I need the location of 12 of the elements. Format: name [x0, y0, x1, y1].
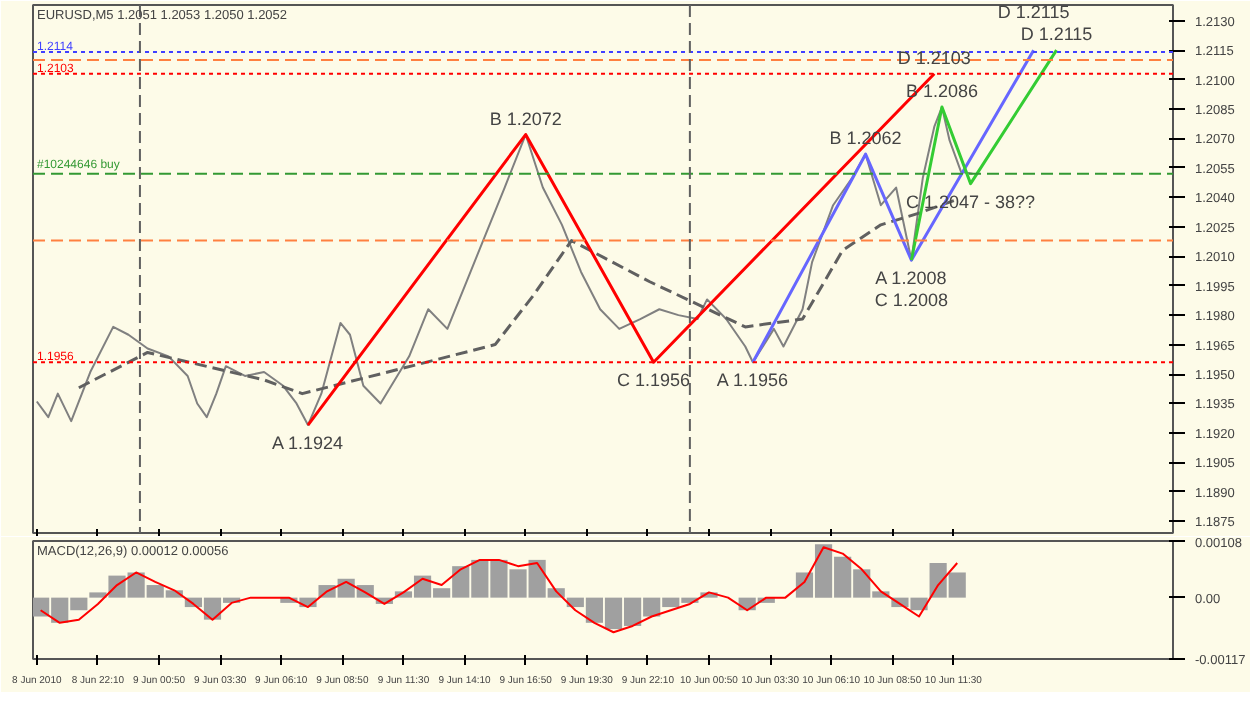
annotation: C 1.2008: [874, 290, 948, 311]
line-series: [39, 546, 959, 634]
annotation: D 1.2115: [997, 2, 1070, 23]
annotation: A 1.1924: [271, 433, 344, 454]
line-series: [909, 48, 1059, 262]
line-series: [751, 48, 1036, 364]
annotation: B 1.2072: [489, 108, 562, 129]
annotation: A 1.2008: [875, 268, 947, 289]
line-series: [35, 106, 974, 427]
annotation: D 1.2115: [1020, 24, 1093, 45]
annotation: A 1.1956: [716, 370, 788, 391]
annotation: C 1.1956: [617, 370, 691, 391]
